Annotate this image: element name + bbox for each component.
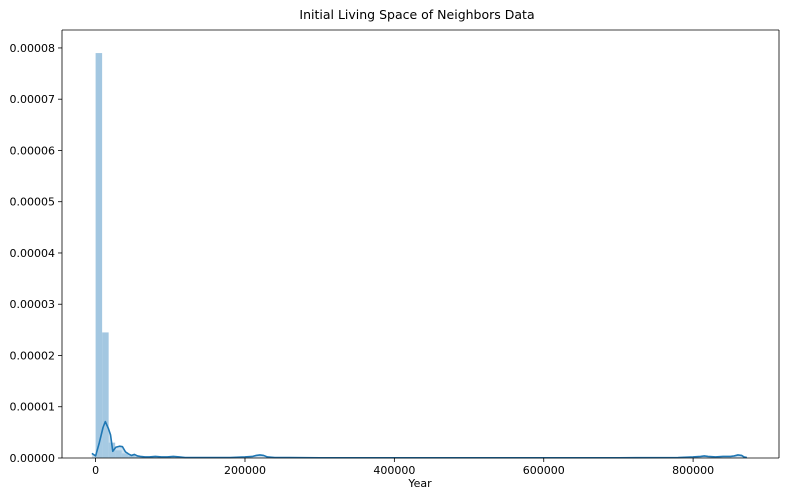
- histogram-bar-0: [95, 53, 103, 459]
- y-tick-label-5: 0.00005: [10, 196, 56, 209]
- kde-line: [91, 420, 748, 459]
- x-tick-label-1: 200000: [224, 464, 266, 477]
- y-tick-label-8: 0.00008: [10, 42, 56, 55]
- y-axis-ticks: 0.00000 0.00001 0.00002 0.00003 0.00004 0.000…: [10, 42, 62, 465]
- axes-frame: [61, 29, 780, 459]
- chart-title: Initial Living Space of Neighbors Data: [299, 7, 534, 22]
- y-tick-label-0: 0.00000: [10, 452, 56, 465]
- plot-area: [62, 30, 779, 459]
- y-tick-label-4: 0.00004: [10, 247, 56, 260]
- y-tick-label-3: 0.00003: [10, 298, 56, 311]
- x-tick-label-4: 800000: [672, 464, 714, 477]
- x-tick-label-2: 400000: [373, 464, 415, 477]
- x-axis-label: Year: [407, 477, 432, 490]
- y-tick-label-1: 0.00001: [10, 401, 56, 414]
- x-tick-label-0: 0: [92, 464, 99, 477]
- plot-background: [62, 30, 779, 458]
- y-tick-label-6: 0.00006: [10, 144, 56, 157]
- histogram-bar-1: [102, 332, 109, 458]
- x-axis-ticks: 0 200000 400000 600000 800000: [92, 458, 714, 477]
- kde-curve-group: [91, 420, 748, 459]
- y-tick-label-2: 0.00002: [10, 349, 56, 362]
- y-tick-label-7: 0.00007: [10, 93, 56, 106]
- x-tick-label-3: 600000: [523, 464, 565, 477]
